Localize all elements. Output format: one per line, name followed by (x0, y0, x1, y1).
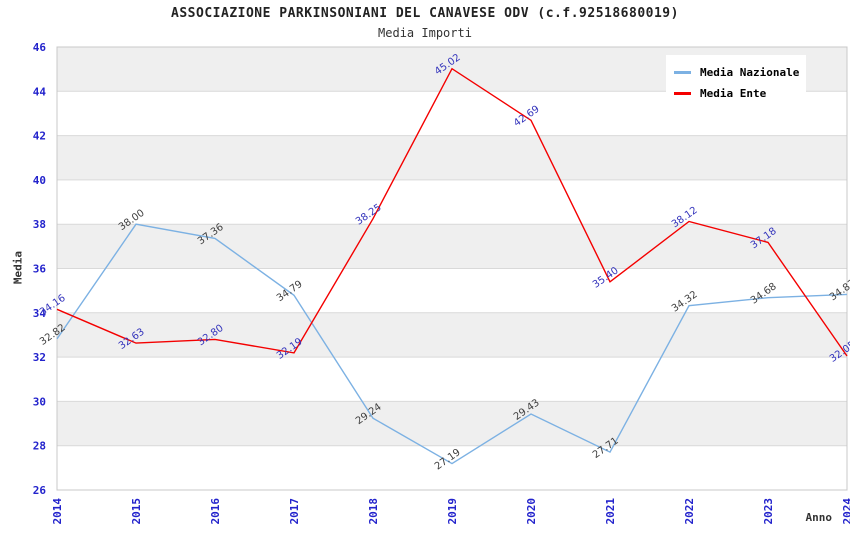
legend-label-nazionale: Media Nazionale (700, 66, 800, 79)
y-tick-label: 32 (33, 351, 46, 364)
y-tick-label: 38 (33, 218, 46, 231)
x-tick-label: 2020 (525, 498, 538, 525)
chart-title: ASSOCIAZIONE PARKINSONIANI DEL CANAVESE … (171, 6, 679, 21)
plot-band (57, 135, 847, 180)
plot-band (57, 312, 847, 358)
legend-item-media-ente: Media Ente (674, 83, 798, 104)
legend-swatch-nazionale (674, 71, 691, 74)
point-label: 42.69 (512, 104, 542, 129)
y-tick-label: 26 (33, 484, 47, 497)
y-tick-label: 28 (33, 440, 46, 453)
series-line-media-ente (56, 67, 848, 357)
x-tick-label: 2018 (367, 498, 380, 525)
legend-label-ente: Media Ente (700, 87, 767, 100)
y-tick-label: 34 (33, 307, 47, 320)
y-tick-label: 42 (33, 130, 46, 143)
x-tick-label: 2015 (130, 498, 143, 525)
y-tick-label: 44 (33, 85, 47, 98)
x-tick-label: 2019 (446, 498, 459, 525)
x-tick-label: 2017 (288, 498, 301, 525)
legend-item-media-nazionale: Media Nazionale (674, 62, 800, 83)
point-label: 34.79 (275, 279, 305, 304)
y-tick-label: 36 (33, 263, 47, 276)
y-tick-label: 40 (33, 174, 46, 187)
x-tick-label: 2016 (209, 498, 222, 525)
x-tick-label: 2021 (604, 498, 617, 525)
legend: Media Nazionale Media Ente (666, 55, 806, 110)
chart-subtitle: Media Importi (378, 26, 472, 40)
plot-band (57, 224, 847, 269)
point-label: 34.32 (670, 289, 700, 314)
x-tick-label: 2022 (683, 498, 696, 525)
y-tick-label: 30 (33, 395, 46, 408)
y-tick-label: 46 (33, 41, 47, 54)
x-axis-title: Anno (805, 511, 833, 524)
x-tick-label: 2023 (762, 498, 775, 525)
legend-swatch-ente (674, 92, 691, 95)
point-label: 34.68 (749, 281, 779, 306)
plot-border (56, 46, 848, 491)
point-label: 35.40 (591, 265, 621, 290)
x-tick-label: 2014 (51, 498, 64, 525)
plot-band (57, 401, 847, 446)
y-axis-title: Media (11, 250, 25, 285)
x-tick-label: 2024 (841, 498, 850, 525)
series-line-media-nazionale (56, 223, 848, 465)
